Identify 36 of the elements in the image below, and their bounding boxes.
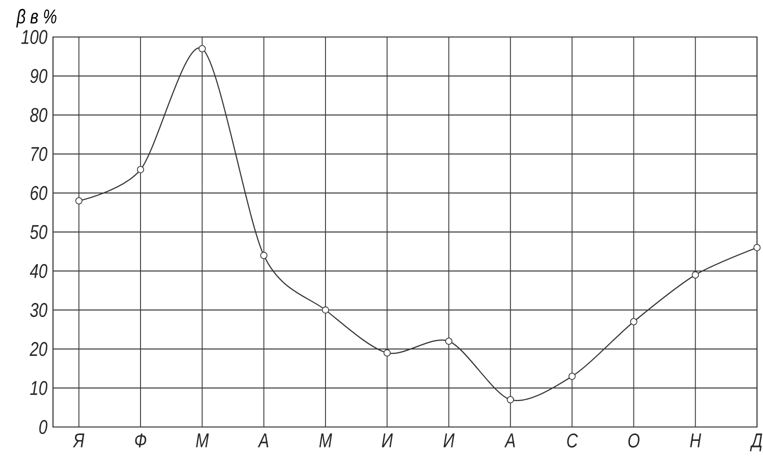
x-tick-label: И [444, 434, 454, 448]
y-tick-label: 50 [30, 224, 48, 240]
y-tick-label: 30 [30, 302, 48, 318]
y-tick-label: 80 [30, 108, 48, 122]
point [322, 306, 330, 314]
point [692, 271, 699, 278]
x-tick-label: Я [72, 434, 84, 448]
point [136, 166, 144, 174]
x-tick-label: М [319, 434, 332, 448]
x-tick-label: Н [690, 434, 702, 448]
y-tick-label: 0 [39, 420, 48, 434]
y-tick-label: 40 [30, 264, 48, 278]
x-tick-label: С [567, 434, 578, 448]
point [445, 338, 452, 345]
x-tick-label: Д [750, 434, 762, 452]
point [260, 252, 268, 259]
point [384, 349, 391, 356]
point [630, 318, 638, 326]
x-tick-label: О [628, 434, 640, 448]
x-tick-label: Ф [135, 434, 146, 448]
point [568, 372, 576, 380]
x-tick-label: И [382, 434, 393, 448]
y-tick-label: 20 [30, 342, 48, 356]
y-axis-title: β в % [16, 8, 56, 28]
y-tick-label: 100 [21, 30, 48, 44]
point [198, 45, 206, 52]
x-tick-label: А [258, 434, 268, 448]
point [75, 197, 82, 204]
y-tick-label: 10 [30, 380, 48, 396]
y-tick-label: 90 [30, 68, 48, 84]
point [506, 396, 514, 404]
x-tick-label: А [504, 434, 515, 448]
point [753, 244, 761, 252]
y-tick-label: 60 [30, 186, 48, 200]
y-tick-label: 70 [31, 146, 48, 162]
x-tick-label: М [196, 434, 209, 448]
